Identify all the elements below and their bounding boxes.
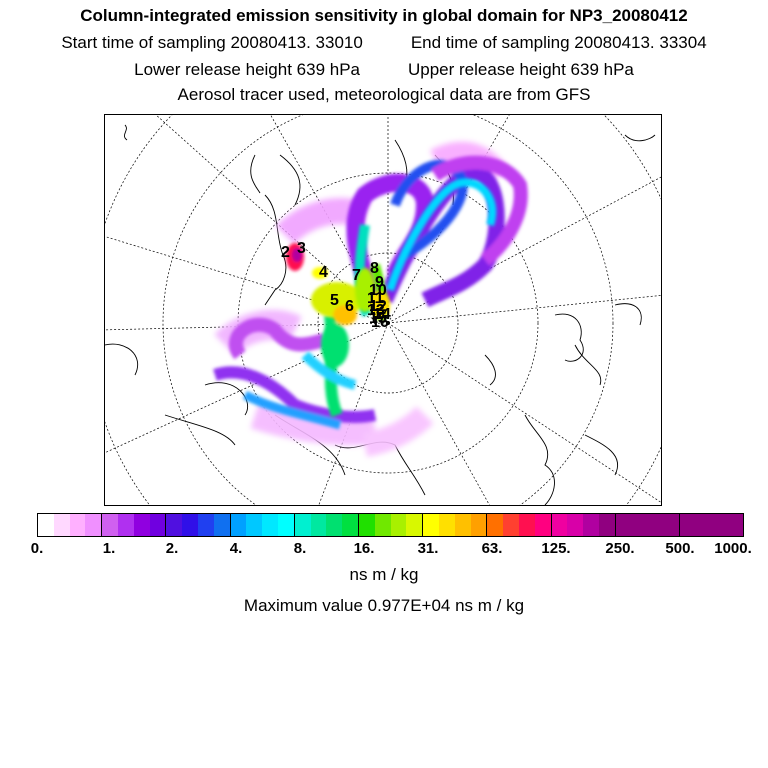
colorbar-swatch — [503, 514, 519, 536]
colorbar-swatch — [69, 514, 86, 536]
colorbar-segment — [679, 514, 744, 536]
start-time: Start time of sampling 20080413. 33010 — [61, 33, 363, 52]
colorbar-swatch — [102, 514, 118, 536]
colorbar-swatch — [277, 514, 294, 536]
colorbar-swatch — [294, 514, 311, 536]
colorbar-swatch — [663, 514, 679, 536]
polar-map: 2 3 4 5 6 7 8 9 10 11 12 13 14 15 16 — [104, 114, 662, 506]
colorbar-swatch — [438, 514, 455, 536]
plume-label: 6 — [345, 298, 354, 315]
colorbar-tick-label: 500. — [665, 540, 695, 557]
colorbar-swatch — [406, 514, 423, 536]
colorbar-swatch — [423, 514, 439, 536]
colorbar-segment — [294, 514, 359, 536]
colorbar-swatch — [534, 514, 551, 536]
colorbar-swatch — [85, 514, 102, 536]
colorbar-segment — [487, 514, 552, 536]
plume-label: 5 — [330, 292, 339, 309]
colorbar-swatch — [182, 514, 198, 536]
colorbar-swatch — [358, 514, 375, 536]
colorbar-swatch — [374, 514, 391, 536]
colorbar-swatch — [454, 514, 471, 536]
tracer-note: Aerosol tracer used, meteorological data… — [177, 85, 591, 104]
plume-label: 11 — [367, 290, 384, 307]
plume-label: 3 — [297, 240, 306, 257]
colorbar-swatch — [166, 514, 183, 536]
colorbar-segment — [423, 514, 488, 536]
colorbar-segment — [615, 514, 680, 536]
colorbar-swatch — [598, 514, 615, 536]
colorbar-swatch — [567, 514, 584, 536]
colorbar-swatch — [149, 514, 166, 536]
colorbar-tick-label: 16. — [353, 540, 375, 557]
colorbar-tick-label: 250. — [605, 540, 635, 557]
colorbar-swatch — [53, 514, 70, 536]
plume-label: 8 — [370, 260, 379, 277]
end-time: End time of sampling 20080413. 33304 — [410, 33, 707, 52]
color-scale-bar — [37, 513, 744, 537]
sampling-times: Start time of sampling 20080413. 33010 En… — [0, 33, 768, 53]
plume-label: 9 — [375, 274, 384, 291]
colorbar-swatch — [583, 514, 599, 536]
map-svg: 2 3 4 5 6 7 8 9 10 11 12 13 14 15 16 — [105, 115, 661, 505]
plume-label: 12 — [369, 298, 387, 315]
colorbar-swatch — [342, 514, 358, 536]
release-heights: Lower release height 639 hPa Upper releas… — [0, 60, 768, 80]
upper-release-height: Upper release height 639 hPa — [408, 60, 634, 79]
plume-label: 16 — [371, 314, 389, 331]
colorbar-swatch — [470, 514, 487, 536]
maximum-value: Maximum value 0.977E+04 ns m / kg — [243, 596, 525, 615]
plume-label: 15 — [369, 310, 387, 327]
colorbar-swatch — [647, 514, 664, 536]
plume-label: 14 — [373, 306, 391, 323]
colorbar-tick-label: 1. — [102, 540, 116, 557]
plume-label: 4 — [319, 264, 328, 281]
colorbar-segment — [38, 514, 103, 536]
colorbar-units: ns m / kg — [349, 565, 419, 584]
colorbar-swatch — [246, 514, 263, 536]
colorbar-segment — [358, 514, 424, 536]
lower-release-height: Lower release height 639 hPa — [134, 60, 360, 79]
colorbar-swatch — [326, 514, 343, 536]
colorbar-swatch — [679, 514, 696, 536]
colorbar-swatch — [197, 514, 214, 536]
colorbar-tick-label: 2. — [165, 540, 179, 557]
colorbar-swatch — [133, 514, 150, 536]
colorbar-swatch — [711, 514, 728, 536]
colorbar-swatch — [487, 514, 504, 536]
colorbar-swatch — [727, 514, 744, 536]
colorbar-segment — [102, 514, 167, 536]
colorbar-swatch — [695, 514, 712, 536]
colorbar-swatch — [38, 514, 54, 536]
plume-label: 10 — [369, 282, 387, 299]
colorbar-swatch — [230, 514, 247, 536]
north-pole-marker — [386, 321, 390, 325]
plume-age-labels: 2 3 4 5 6 7 8 9 10 11 12 13 14 15 16 — [281, 240, 391, 331]
colorbar-segment — [166, 514, 231, 536]
plume-label: 13 — [367, 302, 385, 319]
colorbar-swatch — [213, 514, 230, 536]
plume-core — [286, 243, 390, 367]
colorbar-swatch — [390, 514, 407, 536]
colorbar-swatch — [518, 514, 535, 536]
colorbar-swatch — [310, 514, 327, 536]
colorbar-tick-label: 8. — [293, 540, 307, 557]
colorbar-swatch — [631, 514, 648, 536]
colorbar-swatch — [551, 514, 568, 536]
colorbar-segment — [551, 514, 616, 536]
colorbar-tick-label: 4. — [229, 540, 243, 557]
colorbar-segment — [230, 514, 295, 536]
colorbar-swatch — [615, 514, 632, 536]
colorbar-tick-label: 31. — [417, 540, 439, 557]
colorbar-swatch — [117, 514, 134, 536]
colorbar-tick-label: 125. — [541, 540, 571, 557]
colorbar-swatch — [262, 514, 278, 536]
plume-label: 7 — [352, 267, 361, 284]
colorbar-tick-label: 1000. — [714, 540, 752, 557]
plot-title: Column-integrated emission sensitivity i… — [80, 6, 688, 25]
colorbar-tick-label: 63. — [481, 540, 503, 557]
plume-label: 2 — [281, 244, 290, 261]
colorbar-tick-label: 0. — [30, 540, 44, 557]
